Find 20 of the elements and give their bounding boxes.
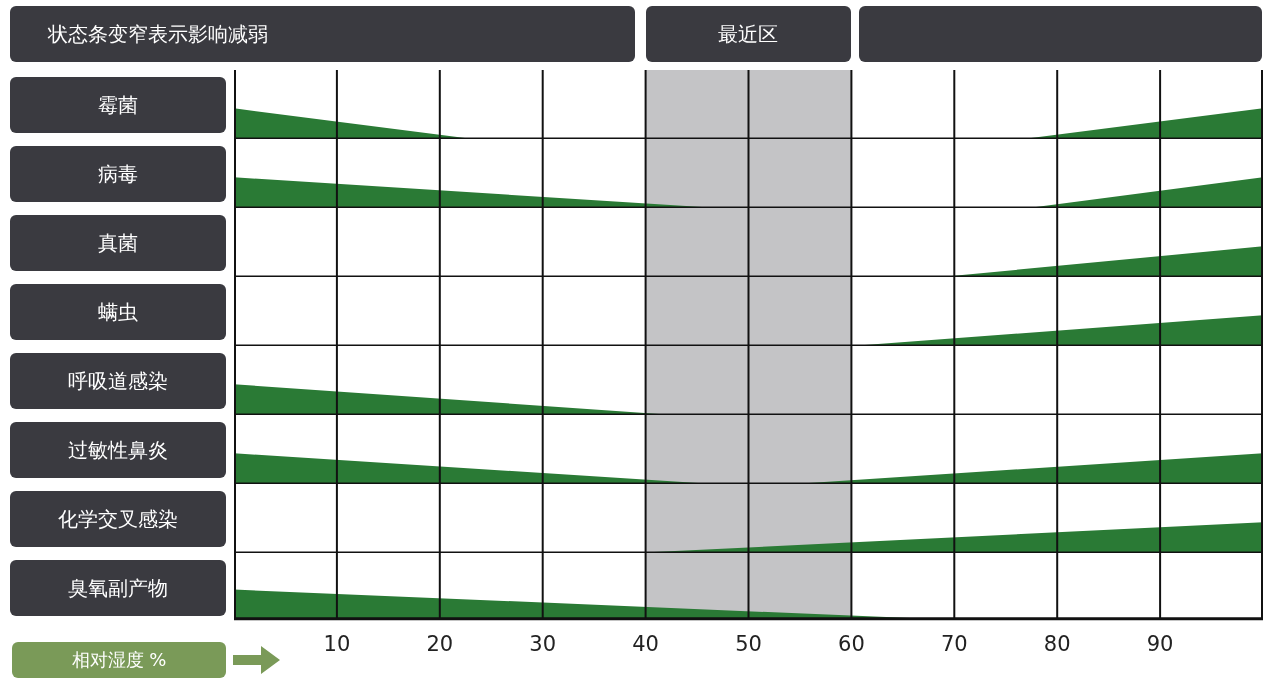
band-label: 最近区 [645,6,852,62]
y-axis-title: 真菌 [10,215,226,271]
x-tick-label: 90 [1146,631,1174,656]
y-axis-title: 螨虫 [10,284,226,340]
y-axis-title: 病毒 [10,146,226,202]
x-tick-label: 50 [735,631,762,656]
y-axis-title: 化学交叉感染 [10,491,226,547]
chart-title: 状态条变窄表示影响减弱 [10,6,635,62]
x-tick-label: 80 [1043,631,1071,656]
y-axis-title: 呼吸道感染 [10,353,226,409]
x-tick-label: 60 [838,631,865,656]
y-axis-title: 过敏性鼻炎 [10,422,226,478]
x-tick-label: 40 [632,631,659,656]
y-axis-title: 臭氧副产物 [10,560,226,616]
x-tick-label: 10 [323,631,351,656]
x-tick-label: 20 [426,631,454,656]
x-axis-title: 相对湿度 % [12,642,226,678]
x-tick-label: 30 [529,631,557,656]
x-tick-label: 70 [940,631,968,656]
y-axis-title: 霉菌 [10,77,226,133]
